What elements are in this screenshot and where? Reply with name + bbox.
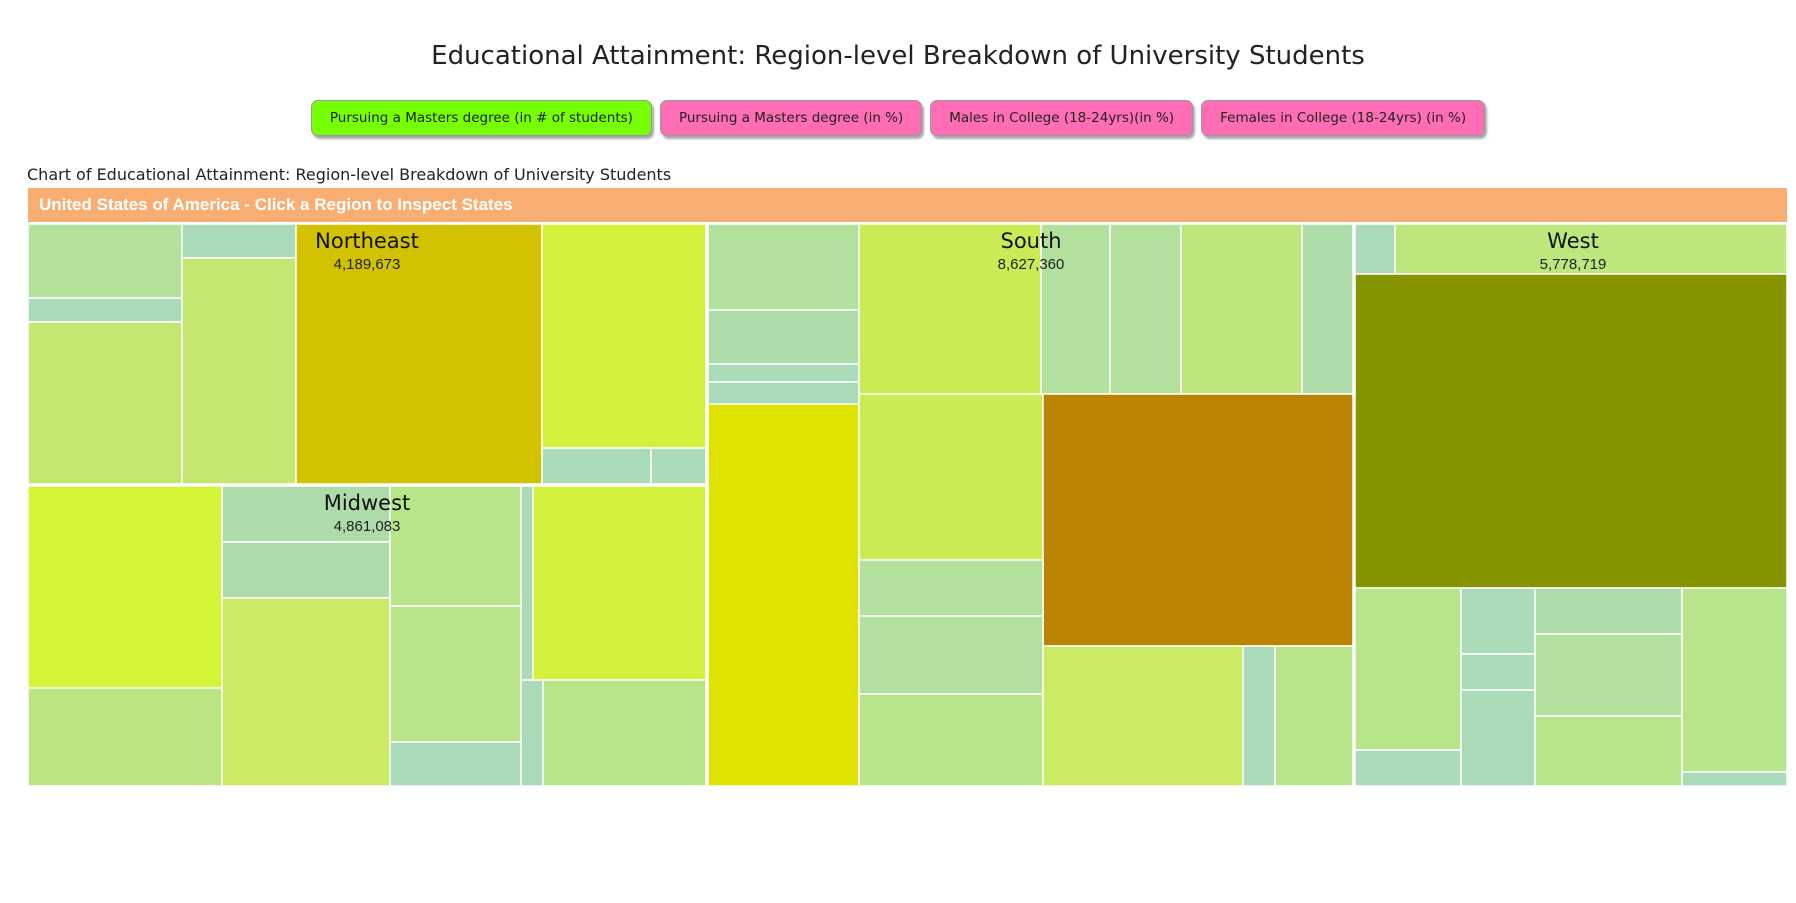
south-state-cell[interactable] xyxy=(707,224,860,311)
midwest-state-cell[interactable] xyxy=(221,597,391,787)
west-state-cell[interactable] xyxy=(1681,771,1787,787)
south-state-cell[interactable] xyxy=(858,559,1044,617)
northeast-state-cell[interactable] xyxy=(28,224,183,299)
south-region-value: 8,627,360 xyxy=(998,256,1065,273)
midwest-state-cell[interactable] xyxy=(389,605,522,743)
treemap-header-bar[interactable]: United States of America - Click a Regio… xyxy=(28,188,1787,222)
chart-caption: Chart of Educational Attainment: Region-… xyxy=(27,165,672,184)
northeast-state-cell[interactable] xyxy=(295,224,543,485)
south-state-cell[interactable] xyxy=(707,309,860,365)
treemap-chart: Northeast 4,189,673 Midwest 4,861,083 South 8… xyxy=(28,224,1787,787)
midwest-state-cell[interactable] xyxy=(28,485,223,689)
masters-count-button[interactable]: Pursuing a Masters degree (in # of stude… xyxy=(310,100,652,136)
south-state-cell[interactable] xyxy=(1042,393,1354,647)
metric-button-bar: Pursuing a Masters degree (in # of stude… xyxy=(0,100,1796,136)
midwest-state-cell[interactable] xyxy=(221,485,391,543)
west-state-cell[interactable] xyxy=(1460,653,1536,691)
treemap-cells xyxy=(28,224,1787,787)
west-state-cell[interactable] xyxy=(1354,273,1787,589)
south-state-cell[interactable] xyxy=(858,393,1044,561)
south-state-cell[interactable] xyxy=(1274,645,1354,787)
northeast-state-cell[interactable] xyxy=(28,297,183,323)
midwest-state-cell[interactable] xyxy=(28,687,223,787)
west-state-cell[interactable] xyxy=(1534,587,1683,635)
northeast-state-cell[interactable] xyxy=(181,224,297,259)
northeast-state-cell[interactable] xyxy=(541,447,652,485)
midwest-state-cell[interactable] xyxy=(389,741,522,787)
females-college-button[interactable]: Females in College (18-24yrs) (in %) xyxy=(1201,100,1486,136)
west-region-label: West xyxy=(1547,229,1599,253)
west-state-cell[interactable] xyxy=(1354,224,1396,275)
west-state-cell[interactable] xyxy=(1354,749,1462,787)
south-state-cell[interactable] xyxy=(1042,645,1244,787)
masters-percent-button[interactable]: Pursuing a Masters degree (in %) xyxy=(659,100,923,136)
south-state-cell[interactable] xyxy=(1301,224,1354,395)
northeast-region-value: 4,189,673 xyxy=(334,256,401,273)
northeast-region-label: Northeast xyxy=(315,229,419,253)
midwest-region-value: 4,861,083 xyxy=(334,518,401,535)
south-state-cell[interactable] xyxy=(707,403,860,787)
west-state-cell[interactable] xyxy=(1534,633,1683,717)
west-state-cell[interactable] xyxy=(1354,587,1462,751)
west-state-cell[interactable] xyxy=(1534,715,1683,787)
west-state-cell[interactable] xyxy=(1460,689,1536,787)
midwest-state-cell[interactable] xyxy=(221,541,391,599)
males-college-button[interactable]: Males in College (18-24yrs)(in %) xyxy=(930,100,1194,136)
treemap-labels: Northeast 4,189,673 Midwest 4,861,083 South 8… xyxy=(315,229,1606,535)
south-state-cell[interactable] xyxy=(1242,645,1276,787)
northeast-state-cell[interactable] xyxy=(541,224,707,449)
south-state-cell[interactable] xyxy=(858,615,1044,695)
page-title: Educational Attainment: Region-level Bre… xyxy=(431,41,1365,72)
south-state-cell[interactable] xyxy=(707,363,860,383)
northeast-state-cell[interactable] xyxy=(650,447,707,485)
midwest-state-cell[interactable] xyxy=(542,679,707,787)
midwest-region-label: Midwest xyxy=(324,491,411,515)
south-region-label: South xyxy=(1000,229,1061,253)
midwest-state-cell[interactable] xyxy=(520,679,544,787)
south-state-cell[interactable] xyxy=(1180,224,1303,395)
midwest-state-cell[interactable] xyxy=(520,485,534,681)
south-state-cell[interactable] xyxy=(1109,224,1182,395)
south-state-cell[interactable] xyxy=(858,693,1044,787)
south-state-cell[interactable] xyxy=(858,224,1042,395)
west-region-value: 5,778,719 xyxy=(1540,256,1607,273)
midwest-state-cell[interactable] xyxy=(532,485,707,681)
west-state-cell[interactable] xyxy=(1460,587,1536,655)
northeast-state-cell[interactable] xyxy=(181,257,297,485)
south-state-cell[interactable] xyxy=(707,381,860,405)
northeast-state-cell[interactable] xyxy=(28,321,183,485)
west-state-cell[interactable] xyxy=(1681,587,1787,773)
